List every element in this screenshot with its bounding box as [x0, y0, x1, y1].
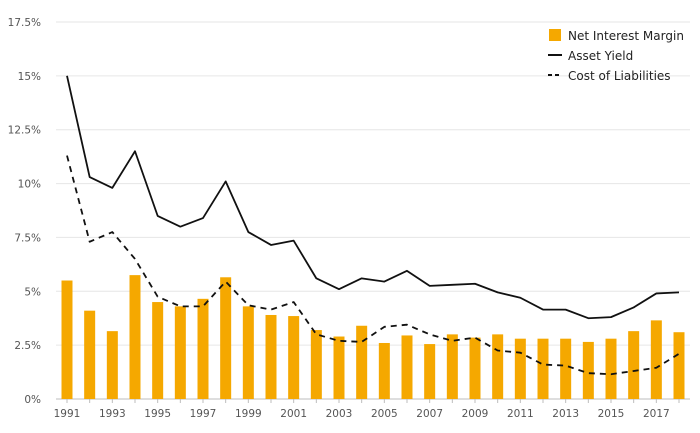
x-tick-label: 1991 [54, 408, 81, 420]
x-tick-label: 2007 [416, 408, 443, 420]
bar-net-interest-margin [378, 342, 390, 399]
bar-net-interest-margin [424, 344, 436, 399]
bar-net-interest-margin [492, 334, 504, 399]
bar-net-interest-margin [514, 338, 526, 399]
x-tick-label: 2017 [643, 408, 670, 420]
legend: Net Interest Margin Asset Yield Cost of … [548, 29, 684, 83]
x-tick-label: 1997 [190, 408, 217, 420]
y-tick-label: 12.5% [8, 125, 41, 137]
x-tick-label: 2003 [326, 408, 353, 420]
legend-label-asset-yield: Asset Yield [568, 49, 633, 63]
bar-net-interest-margin [129, 275, 141, 399]
bar-net-interest-margin [582, 341, 594, 399]
x-tick-label: 2013 [552, 408, 579, 420]
line-cost-of-liabilities [66, 155, 680, 376]
bar-net-interest-margin [673, 332, 685, 399]
bar-net-interest-margin [628, 331, 640, 399]
y-tick-label: 7.5% [14, 232, 41, 244]
bar-net-interest-margin [401, 335, 413, 399]
x-tick-label: 2005 [371, 408, 398, 420]
x-axis: 1991 1993 1995 1997 1999 2001 2003 2005 2007 2009… [54, 398, 690, 420]
gridlines [56, 21, 690, 346]
bar-net-interest-margin [174, 306, 186, 399]
bar-net-interest-margin [650, 320, 662, 399]
legend-label-net-interest-margin: Net Interest Margin [568, 29, 684, 43]
net-interest-margin-bars [61, 275, 685, 399]
bar-net-interest-margin [288, 316, 300, 399]
x-tick-label: 1999 [235, 408, 262, 420]
y-tick-label: 0% [24, 394, 41, 406]
x-tick-label: 2009 [462, 408, 489, 420]
bar-net-interest-margin [605, 338, 617, 399]
x-tick-label: 2001 [280, 408, 307, 420]
bar-net-interest-margin [106, 331, 118, 399]
legend-swatch-net-interest-margin [549, 29, 561, 41]
bar-net-interest-margin [356, 325, 368, 399]
y-tick-label: 17.5% [8, 17, 41, 29]
legend-label-cost-of-liabilities: Cost of Liabilities [568, 69, 671, 83]
x-tick-label: 1995 [144, 408, 171, 420]
y-tick-label: 10% [18, 179, 41, 191]
bar-net-interest-margin [265, 314, 277, 399]
bar-net-interest-margin [333, 336, 345, 399]
line-series [66, 75, 680, 376]
bar-net-interest-margin [560, 338, 572, 399]
x-tick-label: 1993 [99, 408, 126, 420]
bar-net-interest-margin [197, 298, 209, 399]
bar-net-interest-margin [469, 337, 481, 399]
line-asset-yield [66, 75, 680, 320]
bar-net-interest-margin [446, 334, 458, 399]
y-tick-label: 15% [18, 71, 41, 83]
bar-net-interest-margin [61, 280, 73, 399]
bar-net-interest-margin [152, 302, 164, 399]
bar-net-interest-margin [310, 330, 322, 399]
bar-net-interest-margin [242, 306, 254, 399]
y-tick-label: 2.5% [14, 340, 41, 352]
y-tick-label: 5% [24, 286, 41, 298]
y-axis: 0% 2.5% 5% 7.5% 10% 12.5% 15% 17.5% [8, 17, 41, 406]
bar-net-interest-margin [537, 338, 549, 399]
bar-net-interest-margin [84, 310, 96, 399]
bar-net-interest-margin [220, 277, 232, 399]
x-tick-label: 2015 [598, 408, 625, 420]
x-tick-label: 2011 [507, 408, 534, 420]
